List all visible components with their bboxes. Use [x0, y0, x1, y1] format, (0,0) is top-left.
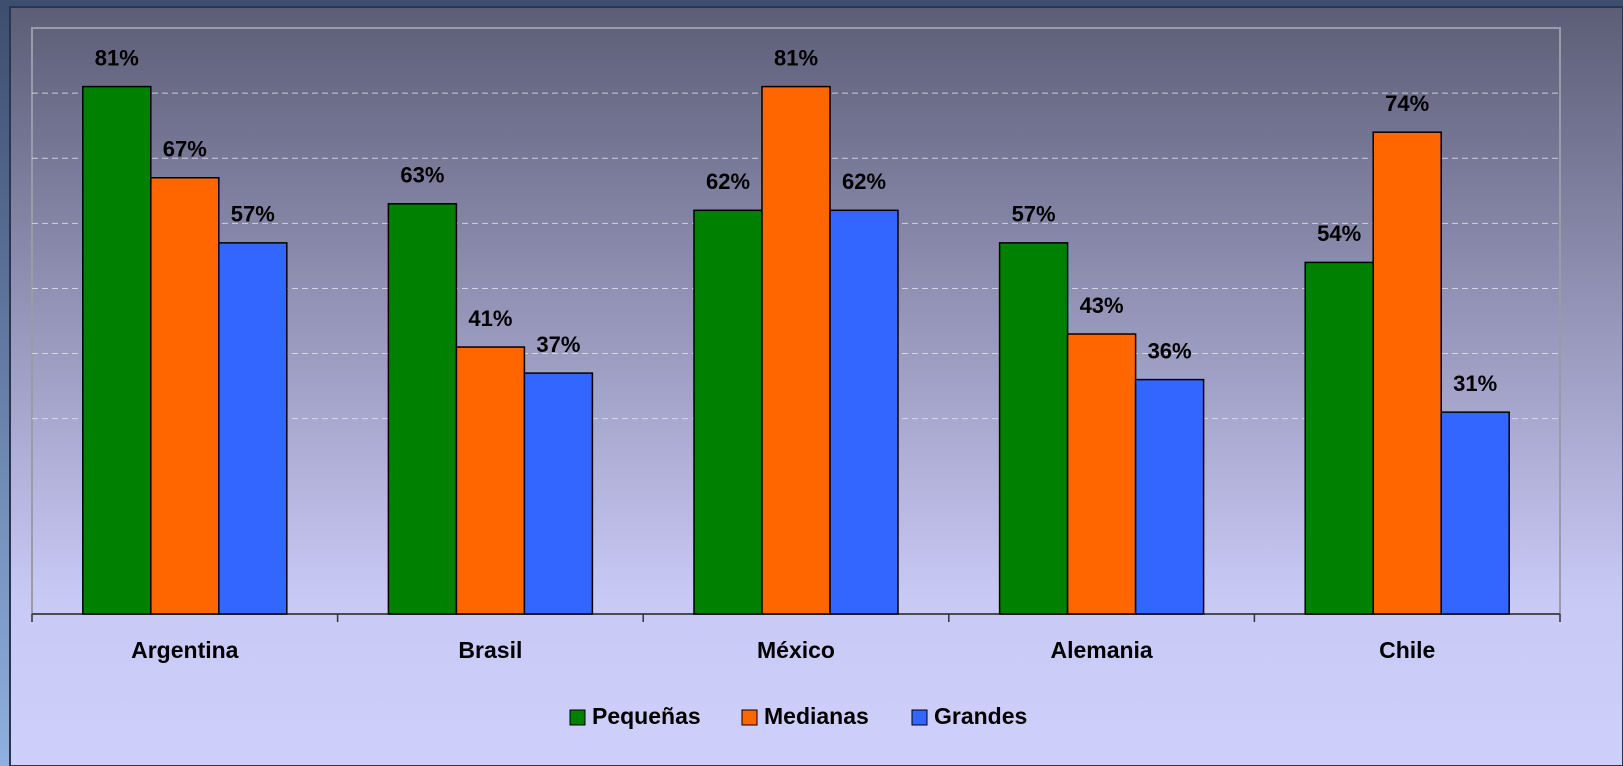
data-label: 67% — [163, 137, 207, 162]
data-label: 37% — [536, 332, 580, 357]
x-tick-label: México — [757, 637, 835, 663]
bar — [829, 209, 899, 615]
bar — [1372, 131, 1442, 615]
bar — [523, 372, 594, 615]
legend-swatch — [911, 709, 928, 726]
x-tick-label: Brasil — [458, 637, 522, 663]
bar — [1304, 261, 1374, 615]
data-label: 81% — [95, 45, 139, 70]
data-label: 31% — [1453, 371, 1497, 396]
data-label: 81% — [774, 45, 818, 70]
bar — [82, 85, 152, 615]
bar — [387, 203, 458, 615]
data-label: 41% — [468, 306, 512, 331]
bar — [761, 85, 831, 615]
data-label: 36% — [1148, 338, 1192, 363]
bar — [218, 242, 288, 615]
data-label: 57% — [1012, 202, 1056, 227]
legend-label: Grandes — [934, 703, 1027, 729]
data-label: 74% — [1385, 91, 1429, 116]
legend-swatch — [569, 709, 586, 726]
x-tick-label: Chile — [1379, 637, 1435, 663]
bar — [693, 209, 763, 615]
bar — [1066, 333, 1137, 615]
legend-label: Medianas — [764, 703, 869, 729]
x-tick-label: Alemania — [1050, 637, 1152, 663]
bar — [150, 177, 220, 615]
legend-swatch — [741, 709, 758, 726]
data-label: 62% — [706, 169, 750, 194]
bar — [998, 242, 1069, 615]
bar — [1440, 411, 1510, 615]
data-label: 43% — [1080, 293, 1124, 318]
data-label: 54% — [1317, 221, 1361, 246]
bar — [1134, 378, 1205, 615]
x-tick-label: Argentina — [131, 637, 239, 663]
legend-label: Pequeñas — [592, 703, 701, 729]
data-label: 62% — [842, 169, 886, 194]
bar — [455, 346, 526, 615]
data-label: 57% — [231, 202, 275, 227]
data-label: 63% — [400, 163, 444, 188]
